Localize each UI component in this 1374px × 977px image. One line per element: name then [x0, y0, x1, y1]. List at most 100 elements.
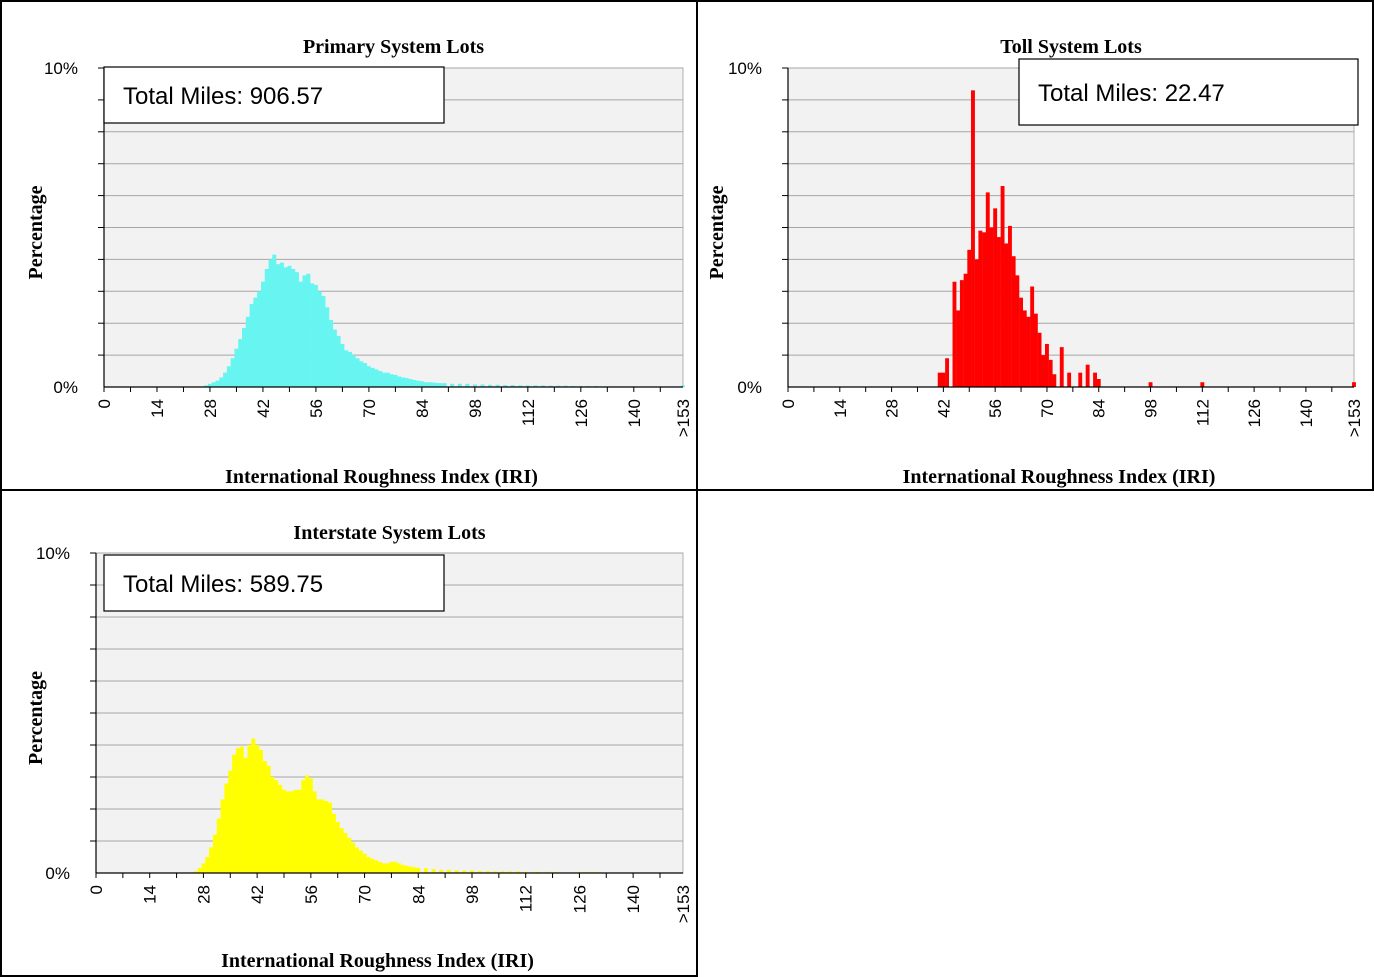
primary-bar: [340, 343, 345, 387]
interstate-x-tick-label: >153: [674, 885, 693, 923]
interstate-bar: [324, 801, 329, 873]
interstate-total-miles-box: [103, 554, 445, 612]
primary-bar: [321, 296, 326, 387]
interstate-bar: [439, 869, 444, 873]
toll-bar: [1200, 382, 1205, 387]
primary-bar: [423, 382, 428, 387]
interstate-bar: [454, 870, 459, 873]
primary-bar: [419, 381, 424, 387]
interstate-bar: [258, 749, 263, 873]
interstate-bar: [270, 777, 275, 873]
primary-bar: [435, 382, 440, 387]
interstate-x-tick-label: 84: [409, 885, 428, 904]
toll-bar: [996, 237, 1001, 387]
primary-x-tick-label: 98: [466, 399, 485, 418]
primary-y-tick-label: 10%: [44, 59, 78, 78]
toll-bar: [967, 249, 972, 387]
primary-bar: [450, 383, 455, 387]
primary-bar: [438, 383, 443, 387]
interstate-bar: [274, 780, 279, 873]
toll-bar: [1008, 225, 1012, 387]
interstate-bar: [431, 869, 436, 873]
primary-bar: [382, 372, 387, 387]
toll-x-tick-label: 70: [1038, 399, 1057, 418]
primary-bar: [548, 385, 553, 387]
primary-bar: [264, 268, 269, 387]
primary-bar: [389, 374, 394, 387]
toll-total-miles-box: [1018, 58, 1359, 126]
interstate-bar: [462, 870, 467, 873]
primary-bar: [404, 378, 409, 387]
interstate-bar: [485, 871, 490, 873]
interstate-x-tick-label: 14: [141, 885, 160, 904]
interstate-bar: [209, 847, 214, 873]
interstate-y-tick-label: 0%: [45, 864, 70, 883]
primary-bar: [253, 297, 258, 387]
interstate-chart-panel: 0 14 28 42 56 70 84 98 112 126 140 >153 0% 10% Interst…: [0, 489, 698, 977]
primary-bar: [378, 371, 383, 387]
primary-bar: [457, 383, 462, 387]
primary-bar: [283, 267, 288, 387]
toll-y-tick-label: 0%: [737, 378, 762, 397]
interstate-bar: [251, 738, 256, 873]
toll-x-tick-label: 112: [1193, 399, 1212, 426]
primary-bar: [556, 385, 561, 387]
primary-bar: [540, 385, 545, 387]
interstate-bar: [535, 871, 540, 873]
toll-bar: [1052, 374, 1057, 387]
primary-bar: [518, 385, 523, 387]
interstate-bar: [201, 863, 206, 873]
interstate-bar: [328, 802, 333, 873]
interstate-bar: [293, 789, 298, 873]
interstate-bar: [232, 754, 237, 873]
primary-bar: [400, 377, 405, 387]
primary-bar: [230, 358, 235, 387]
interstate-bar: [374, 860, 379, 873]
primary-bar: [408, 379, 413, 387]
primary-bar: [223, 372, 228, 387]
primary-bar: [242, 327, 247, 387]
interstate-bar: [404, 865, 409, 873]
toll-bar: [985, 192, 990, 387]
interstate-bar: [412, 867, 417, 873]
toll-x-tick-label: 0: [779, 399, 798, 408]
interstate-bar: [366, 857, 371, 873]
primary-bar: [272, 254, 277, 387]
interstate-bar: [351, 842, 356, 873]
toll-bar: [993, 208, 998, 387]
toll-bar: [978, 230, 983, 387]
interstate-bar: [297, 789, 302, 873]
toll-bar: [971, 90, 975, 387]
primary-bar: [215, 380, 220, 387]
primary-bar: [234, 348, 239, 387]
interstate-bar: [197, 868, 202, 873]
interstate-bar: [416, 867, 421, 873]
interstate-bar: [285, 791, 290, 873]
toll-bar: [974, 259, 979, 387]
primary-bar: [488, 384, 492, 387]
interstate-bar: [546, 871, 551, 873]
interstate-bar: [508, 871, 513, 873]
primary-bar: [207, 383, 212, 387]
primary-bar: [385, 372, 390, 387]
interstate-bar: [281, 789, 287, 873]
toll-x-axis-label: International Roughness Index (IRI): [903, 466, 1216, 488]
primary-bar: [226, 366, 231, 387]
toll-bar: [1019, 297, 1024, 387]
primary-bar: [295, 272, 299, 387]
primary-bar: [276, 264, 281, 387]
primary-bar: [268, 259, 273, 387]
interstate-bar: [205, 857, 210, 873]
primary-x-tick-label: 70: [360, 399, 379, 418]
primary-bar: [260, 281, 265, 387]
interstate-x-tick-label: 42: [248, 885, 267, 904]
interstate-bar: [239, 746, 244, 873]
interstate-bar: [235, 748, 240, 873]
toll-x-tick-label: 140: [1297, 399, 1316, 427]
primary-bar: [503, 385, 508, 387]
toll-bar: [1048, 359, 1053, 387]
interstate-bar: [343, 833, 348, 873]
toll-x-tick-label: 56: [986, 399, 1005, 418]
interstate-bar: [408, 866, 413, 873]
toll-bar: [1041, 355, 1046, 387]
